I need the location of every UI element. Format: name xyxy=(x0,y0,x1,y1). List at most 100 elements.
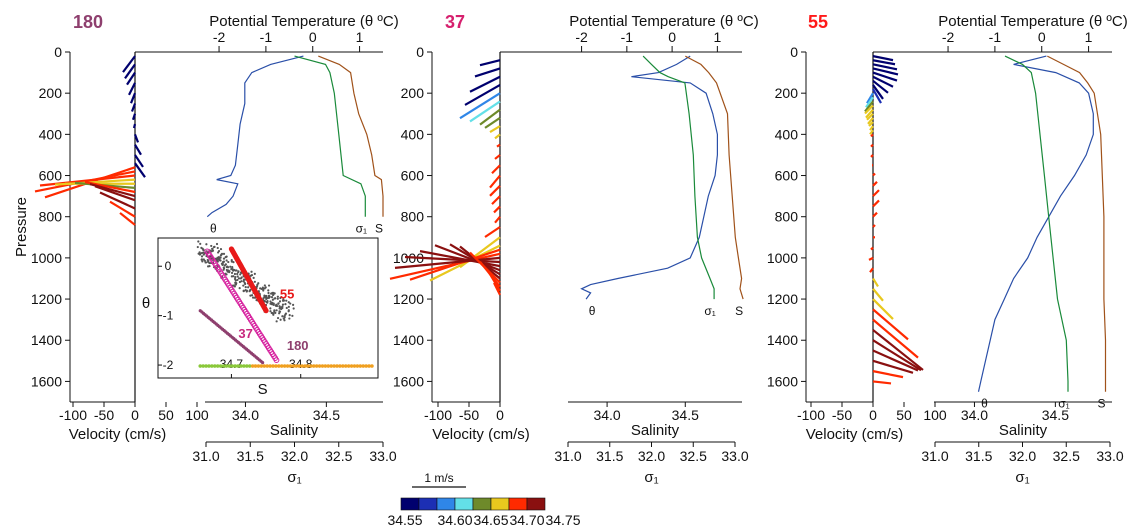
pressure-tick-label: 1200 xyxy=(393,291,424,307)
ts-point-other xyxy=(205,243,208,246)
ts-point-bottom xyxy=(288,364,293,368)
velocity-tick-label: 100 xyxy=(185,407,209,423)
ts-point-bottom xyxy=(343,364,348,368)
ts-point-other xyxy=(244,285,247,289)
ts-point-other xyxy=(222,266,225,269)
ts-point-other xyxy=(242,280,245,283)
sigma-tick-label: 32.0 xyxy=(638,448,665,464)
pressure-tick-label: 800 xyxy=(401,209,425,225)
velocity-stick xyxy=(865,96,874,108)
salinity-axis-label: Salinity xyxy=(999,422,1048,439)
pressure-tick-label: 1600 xyxy=(767,373,798,389)
pressure-tick-label: 600 xyxy=(775,168,799,184)
ts-point-other xyxy=(287,309,290,312)
ts-point-other xyxy=(292,307,295,310)
ts-point-other xyxy=(291,314,294,317)
ts-point-other xyxy=(280,306,283,309)
curve-label-theta: θ xyxy=(981,397,988,411)
velocity-stick xyxy=(132,123,137,129)
ts-point-other xyxy=(269,302,272,305)
colorbar-tick-label: 34.60 xyxy=(437,512,472,528)
ts-point-other xyxy=(283,319,286,322)
inset-x-tick-label: 34.7 xyxy=(220,357,244,371)
ts-point-other xyxy=(278,310,282,313)
pressure-tick-label: 0 xyxy=(416,44,424,60)
sigma-tick-label: 32.5 xyxy=(680,448,707,464)
velocity-tick-label: -50 xyxy=(459,407,479,423)
ts-point-other xyxy=(291,303,295,307)
ts-point-bottom xyxy=(221,364,226,368)
velocity-stick xyxy=(494,216,501,224)
ts-point-other xyxy=(198,253,202,256)
ts-point-other xyxy=(275,309,278,312)
ts-point-other xyxy=(252,296,255,299)
pressure-tick-label: 200 xyxy=(39,85,63,101)
velocity-stick xyxy=(394,256,501,269)
ts-point-other xyxy=(230,271,234,275)
velocity-stick xyxy=(870,246,874,251)
ts-point-other xyxy=(270,292,273,295)
sigma-tick-label: 31.5 xyxy=(596,448,623,464)
ts-point-other xyxy=(232,261,235,264)
ts-point-bottom xyxy=(335,364,339,368)
ts-point-bottom xyxy=(367,364,371,368)
pressure-tick-label: 0 xyxy=(790,44,798,60)
velocity-stick xyxy=(872,63,898,71)
curve-label-salinity: S xyxy=(375,222,383,236)
ts-point-37 xyxy=(273,357,280,364)
velocity-stick xyxy=(134,162,146,178)
ts-point-other xyxy=(275,320,278,323)
ts-point-bottom xyxy=(207,364,211,368)
profile-line-salinity xyxy=(685,55,744,300)
ts-point-bottom xyxy=(346,364,351,368)
velocity-stick xyxy=(464,83,501,106)
pressure-tick-label: 1400 xyxy=(767,332,798,348)
ts-point-bottom xyxy=(224,364,229,368)
velocity-stick xyxy=(133,133,140,143)
ts-point-bottom xyxy=(247,364,252,368)
ts-point-bottom xyxy=(210,364,214,368)
colorbar-tick-label: 34.55 xyxy=(387,512,422,528)
profile-line-salinity xyxy=(1047,55,1107,392)
ts-point-bottom xyxy=(198,364,203,368)
ts-point-other xyxy=(257,282,260,285)
velocity-stick xyxy=(872,329,924,371)
ts-point-other xyxy=(200,258,204,261)
velocity-stick xyxy=(109,200,136,218)
velocity-stick xyxy=(479,108,501,126)
velocity-stick xyxy=(869,125,874,131)
velocity-stick xyxy=(489,125,501,134)
ts-point-other xyxy=(253,280,256,283)
salinity-tick-label: 34.0 xyxy=(961,407,988,423)
ts-point-bottom xyxy=(215,364,220,368)
velocity-stick xyxy=(128,82,136,96)
ts-point-other xyxy=(253,272,256,275)
ts-point-other xyxy=(284,303,287,306)
velocity-stick xyxy=(872,359,914,374)
ts-point-other xyxy=(219,259,222,262)
ts-point-bottom xyxy=(213,364,217,368)
ts-point-bottom xyxy=(361,364,366,368)
ts-point-bottom xyxy=(230,364,235,368)
colorbar-tick-label: 34.65 xyxy=(473,512,508,528)
ts-point-other xyxy=(232,269,235,272)
sigma-tick-label: 31.0 xyxy=(554,448,581,464)
sigma-tick-label: 31.5 xyxy=(237,448,264,464)
velocity-stick xyxy=(872,318,919,359)
ts-point-bottom xyxy=(352,364,357,368)
velocity-tick-label: 50 xyxy=(158,407,174,423)
theta-tick-label: 0 xyxy=(668,29,676,45)
sigma-tick-label: 31.0 xyxy=(921,448,948,464)
ts-point-bottom xyxy=(279,364,284,368)
ts-point-other xyxy=(211,249,215,252)
profile-line-sigma xyxy=(294,55,366,217)
profile-line-theta xyxy=(977,55,1094,392)
ts-point-bottom xyxy=(277,364,281,368)
ts-point-other xyxy=(222,257,226,260)
velocity-stick xyxy=(94,185,136,202)
pressure-tick-label: 1000 xyxy=(767,250,798,266)
pressure-tick-label: 800 xyxy=(775,209,799,225)
ts-point-other xyxy=(245,290,248,293)
ts-point-other xyxy=(213,245,216,248)
